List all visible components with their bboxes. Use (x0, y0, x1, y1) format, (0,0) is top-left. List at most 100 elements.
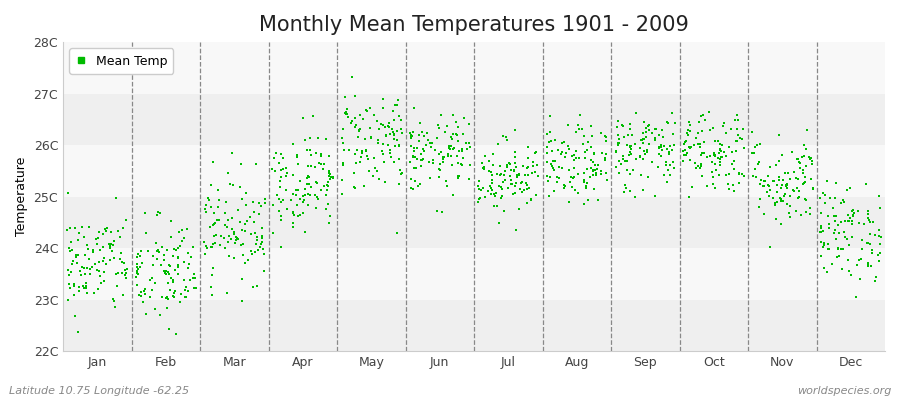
Point (676, 147, 690, 154)
Point (433, 167, 447, 173)
Point (747, 150, 761, 156)
Point (706, 152, 721, 158)
Point (798, 174, 813, 180)
Point (130, 282, 145, 288)
Point (404, 132, 419, 138)
Point (372, 126, 386, 132)
Point (335, 134, 349, 141)
Point (558, 154, 572, 160)
Point (697, 112, 711, 118)
Point (285, 220, 300, 226)
Point (235, 227, 249, 233)
Point (303, 184, 318, 191)
Point (290, 202, 304, 208)
Point (475, 160, 490, 166)
Point (662, 148, 676, 155)
Point (816, 264, 831, 271)
Point (539, 159, 554, 165)
Point (67, 292, 81, 298)
Point (641, 174, 655, 180)
Point (280, 170, 294, 176)
Point (873, 250, 887, 256)
Point (72, 288, 86, 294)
Point (845, 213, 859, 220)
Point (347, 151, 362, 157)
Point (504, 177, 518, 184)
Bar (63, 42, 885, 94)
Point (250, 246, 265, 253)
Point (74, 272, 88, 278)
Point (293, 195, 308, 202)
Point (676, 157, 690, 164)
Point (690, 163, 705, 169)
Point (708, 152, 723, 158)
Point (255, 239, 269, 245)
Point (623, 143, 637, 149)
Point (622, 152, 636, 158)
Point (438, 178, 453, 184)
Point (407, 145, 421, 151)
Point (407, 148, 421, 154)
Point (478, 194, 492, 200)
Point (175, 227, 189, 234)
Point (63, 285, 77, 291)
Point (443, 146, 457, 153)
Point (67, 280, 81, 287)
Point (445, 161, 459, 168)
Point (668, 120, 682, 126)
Point (757, 178, 771, 184)
Point (148, 240, 163, 246)
Point (462, 121, 476, 127)
Point (298, 192, 312, 198)
Point (158, 294, 173, 301)
Point (364, 134, 378, 140)
Point (586, 167, 600, 174)
Point (683, 122, 698, 128)
Point (589, 172, 603, 178)
Point (713, 162, 727, 168)
Point (589, 162, 603, 168)
Point (642, 141, 656, 147)
Point (149, 256, 164, 262)
Point (203, 284, 218, 290)
Point (434, 149, 448, 156)
Point (569, 148, 583, 154)
Point (761, 183, 776, 189)
Point (654, 127, 669, 133)
Point (166, 276, 180, 283)
Point (652, 145, 667, 151)
Point (584, 165, 598, 172)
Point (610, 142, 625, 148)
Point (505, 181, 519, 187)
Point (768, 202, 782, 208)
Bar (63, 94, 885, 145)
Point (713, 159, 727, 165)
Point (425, 140, 439, 146)
Point (324, 174, 338, 180)
Point (162, 271, 176, 278)
Point (102, 241, 116, 247)
Point (219, 199, 233, 206)
Point (667, 142, 681, 148)
Point (541, 178, 555, 184)
Point (828, 195, 842, 201)
Point (544, 138, 558, 144)
Point (796, 170, 810, 176)
Point (514, 180, 528, 186)
Point (508, 127, 522, 134)
Point (296, 115, 310, 121)
Point (803, 205, 817, 211)
Point (868, 232, 882, 238)
Point (501, 184, 516, 191)
Point (358, 136, 373, 142)
Point (864, 263, 878, 270)
Point (616, 152, 630, 159)
Point (629, 156, 643, 162)
Point (228, 231, 242, 238)
Point (495, 186, 509, 192)
Point (410, 156, 424, 162)
Point (680, 126, 695, 133)
Point (640, 149, 654, 156)
Point (707, 185, 722, 191)
Point (782, 210, 796, 216)
